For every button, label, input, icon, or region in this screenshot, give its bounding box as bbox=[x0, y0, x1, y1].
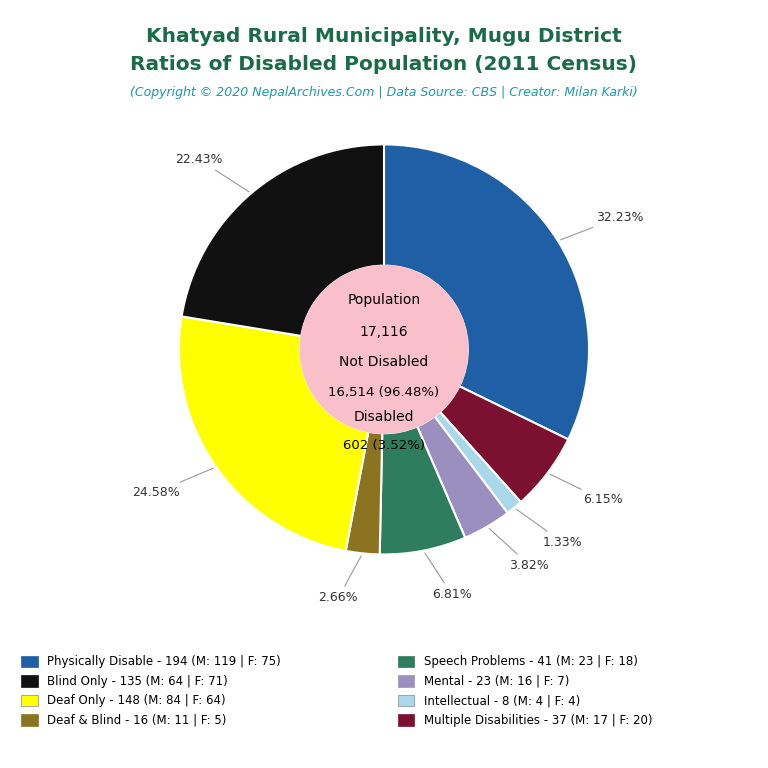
Text: 32.23%: 32.23% bbox=[561, 210, 643, 240]
Wedge shape bbox=[384, 144, 589, 439]
Text: (Copyright © 2020 NepalArchives.Com | Data Source: CBS | Creator: Milan Karki): (Copyright © 2020 NepalArchives.Com | Da… bbox=[130, 86, 638, 99]
Text: 1.33%: 1.33% bbox=[517, 509, 582, 548]
Text: 24.58%: 24.58% bbox=[132, 468, 214, 499]
Text: Not Disabled: Not Disabled bbox=[339, 355, 429, 369]
Text: 22.43%: 22.43% bbox=[175, 153, 249, 192]
Text: Ratios of Disabled Population (2011 Census): Ratios of Disabled Population (2011 Cens… bbox=[131, 55, 637, 74]
Text: 2.66%: 2.66% bbox=[319, 556, 361, 604]
Wedge shape bbox=[440, 386, 568, 502]
Text: 3.82%: 3.82% bbox=[489, 528, 549, 571]
Text: Khatyad Rural Municipality, Mugu District: Khatyad Rural Municipality, Mugu Distric… bbox=[146, 27, 622, 46]
Circle shape bbox=[300, 266, 468, 433]
Text: 6.15%: 6.15% bbox=[550, 475, 623, 506]
Text: 16,514 (96.48%): 16,514 (96.48%) bbox=[329, 386, 439, 399]
Wedge shape bbox=[346, 432, 382, 554]
Wedge shape bbox=[417, 416, 508, 538]
Text: Disabled: Disabled bbox=[354, 410, 414, 424]
Text: 602 (3.52%): 602 (3.52%) bbox=[343, 439, 425, 452]
Wedge shape bbox=[179, 316, 369, 551]
Wedge shape bbox=[182, 144, 384, 336]
Text: 6.81%: 6.81% bbox=[425, 553, 472, 601]
Wedge shape bbox=[435, 412, 521, 513]
Text: Population: Population bbox=[347, 293, 421, 306]
Legend: Speech Problems - 41 (M: 23 | F: 18), Mental - 23 (M: 16 | F: 7), Intellectual -: Speech Problems - 41 (M: 23 | F: 18), Me… bbox=[398, 655, 652, 727]
Wedge shape bbox=[379, 426, 465, 554]
Text: 17,116: 17,116 bbox=[359, 325, 409, 339]
